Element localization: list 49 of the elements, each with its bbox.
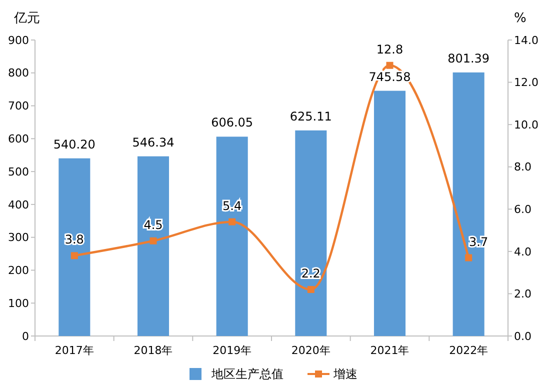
y2-tick-label: 8.0 xyxy=(514,160,532,174)
point xyxy=(386,62,394,69)
data-label: 4.5 xyxy=(144,218,163,232)
y-tick-label: 100 xyxy=(8,296,29,310)
y2-tick-label: 6.0 xyxy=(514,202,532,216)
y2-tick-label: 10.0 xyxy=(514,118,538,132)
bar xyxy=(374,90,406,336)
data-label: 625.11 xyxy=(290,109,332,124)
y-tick-label: 500 xyxy=(8,165,29,178)
data-label: 606.05 xyxy=(211,116,254,130)
y-tick-label: 200 xyxy=(8,264,29,278)
y-axis-title: 亿元 xyxy=(13,11,40,26)
y-tick-label: 900 xyxy=(8,34,29,47)
y-tick-label: 400 xyxy=(8,198,29,212)
data-label: 540.20 xyxy=(53,137,96,152)
data-label: 12.8 xyxy=(376,42,404,56)
bar xyxy=(216,136,248,336)
data-label: 5.4 xyxy=(222,198,242,213)
data-label: 546.34 xyxy=(132,135,174,150)
data-label: 3.8 xyxy=(64,232,84,247)
y2-tick-label: 4.0 xyxy=(514,245,532,258)
x-tick-label: 2020年 xyxy=(291,344,330,357)
point xyxy=(307,286,314,293)
bar xyxy=(58,158,90,336)
legend-label: 增速 xyxy=(332,367,358,382)
y-tick-label: 700 xyxy=(8,100,29,113)
x-tick-label: 2022年 xyxy=(449,344,488,357)
x-tick-label: 2017年 xyxy=(54,344,94,357)
x-tick-label: 2018年 xyxy=(134,344,173,357)
y2-tick-label: 12.0 xyxy=(514,76,538,90)
y-tick-label: 300 xyxy=(8,231,29,244)
y2-tick-label: 2.0 xyxy=(514,288,532,301)
data-label: 801.39 xyxy=(448,51,490,66)
x-tick-label: 2019年 xyxy=(212,344,252,357)
y2-tick-label: 0.0 xyxy=(514,330,532,343)
y-tick-label: 800 xyxy=(8,66,29,80)
point xyxy=(228,218,236,226)
point xyxy=(70,252,78,260)
point xyxy=(150,237,157,244)
legend-label: 地区生产总值 xyxy=(210,367,284,382)
y-tick-label: 600 xyxy=(8,132,29,146)
bar xyxy=(137,156,170,336)
data-label: 2.2 xyxy=(301,266,320,280)
y2-axis-title: % xyxy=(514,11,526,26)
x-tick-label: 2021年 xyxy=(370,344,410,357)
y2-tick-label: 14.0 xyxy=(514,34,538,47)
point xyxy=(465,254,472,262)
bar xyxy=(295,130,327,336)
y-tick-label: 0 xyxy=(22,330,29,343)
